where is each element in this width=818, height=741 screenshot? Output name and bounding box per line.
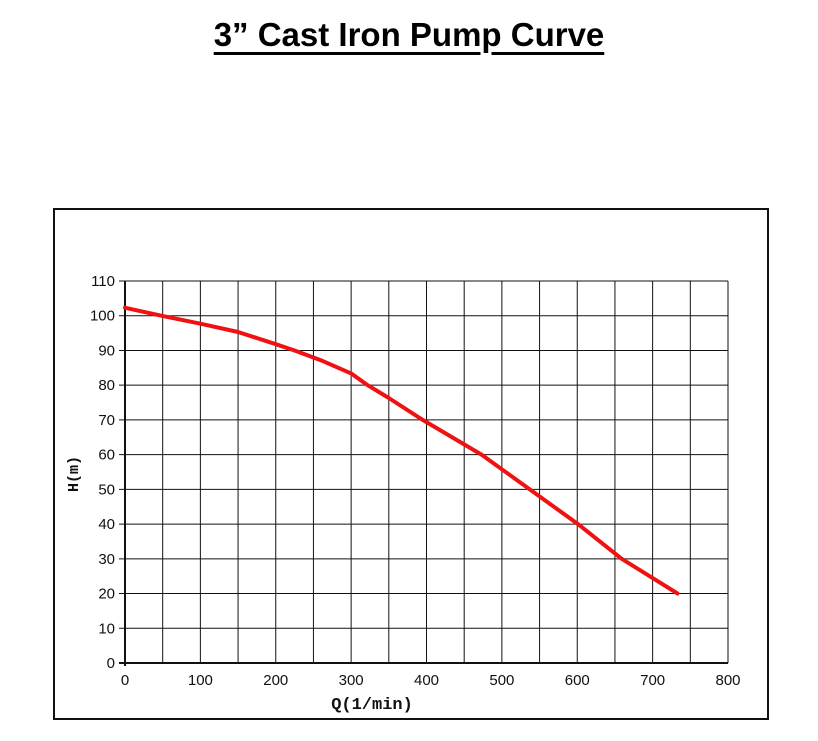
x-tick-label: 600	[565, 672, 590, 689]
x-axis-label: Q(1/min)	[331, 696, 413, 715]
y-tick-label: 10	[98, 620, 115, 637]
y-axis-label: H(m)	[66, 456, 83, 492]
y-tick-label: 40	[98, 516, 115, 533]
y-tick-label: 90	[98, 342, 115, 359]
y-tick-label: 80	[98, 377, 115, 394]
grid-lines	[119, 280, 729, 664]
pump-curve-line	[123, 305, 680, 596]
x-tick-label: 700	[640, 672, 665, 689]
title-row: 3” Cast Iron Pump Curve	[0, 16, 818, 54]
page-title: 3” Cast Iron Pump Curve	[213, 16, 605, 53]
x-tick-label: 400	[414, 672, 439, 689]
y-tick-label: 50	[98, 481, 115, 498]
axes	[119, 281, 728, 666]
x-tick-labels: 0 100 200 300 400 500 600 700 800	[121, 672, 741, 689]
y-tick-label: 30	[98, 551, 115, 568]
y-tick-label: 20	[98, 586, 115, 603]
y-tick-label: 0	[107, 655, 115, 672]
y-tick-label: 110	[91, 273, 115, 290]
y-tick-label: 60	[98, 447, 115, 464]
x-tick-label: 200	[263, 672, 288, 689]
pump-curve	[123, 305, 680, 596]
x-tick-label: 800	[715, 672, 740, 689]
pump-curve-chart: 0 10 20 30 40 50 60 70 80 90 100 110 0 100 200 300 400 5…	[66, 273, 741, 715]
chart-frame: 0 10 20 30 40 50 60 70 80 90 100 110 0 100 200 300 400 5…	[53, 208, 769, 720]
y-tick-labels: 0 10 20 30 40 50 60 70 80 90 100 110	[90, 273, 115, 672]
x-tick-label: 0	[121, 672, 129, 689]
x-tick-label: 300	[339, 672, 364, 689]
y-tick-label: 70	[98, 412, 115, 429]
y-tick-label: 100	[90, 308, 115, 325]
x-tick-label: 500	[489, 672, 514, 689]
x-tick-label: 100	[188, 672, 213, 689]
